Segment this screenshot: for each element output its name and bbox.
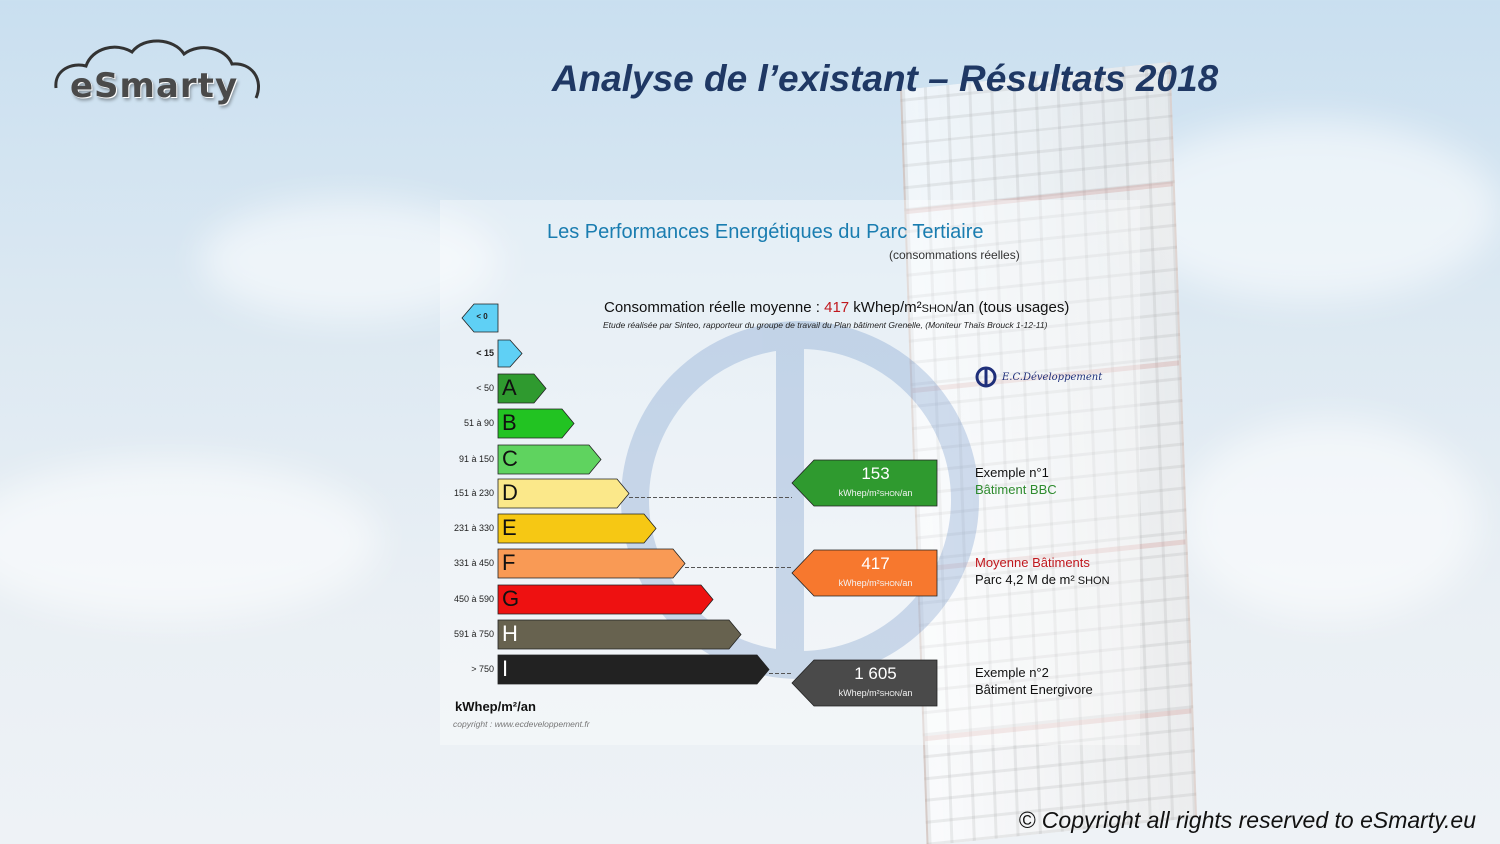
energy-class-range: 331 à 450 xyxy=(453,557,494,568)
marker-description: Exemple n°1 Bâtiment BBC xyxy=(975,465,1057,497)
marker-unit: kWhep/m²SHON/an xyxy=(838,578,913,588)
consumption-marker xyxy=(791,459,938,507)
energy-class-letter: E xyxy=(502,515,517,540)
diagram-credit: copyright : www.ecdeveloppement.fr xyxy=(453,719,590,729)
energy-class-range: 231 à 330 xyxy=(453,522,494,533)
axis-unit-label: kWhep/m²/an xyxy=(455,699,536,714)
diagram-title: Les Performances Energétiques du Parc Te… xyxy=(547,221,984,243)
consumption-marker xyxy=(791,549,938,597)
energy-class-letter: B xyxy=(502,410,517,435)
marker-value: 417 xyxy=(861,554,890,573)
energy-class-range: < 0 xyxy=(476,312,488,321)
marker-description: Moyenne Bâtiments Parc 4,2 M de m² SHON xyxy=(975,555,1110,587)
page-title: Analyse de l’existant – Résultats 2018 xyxy=(551,58,1219,99)
energy-class-letter: F xyxy=(502,550,516,575)
energy-class-bar-B xyxy=(497,408,575,439)
energy-class-letter: H xyxy=(502,621,518,646)
energy-class-bar-pos1 xyxy=(497,339,523,368)
study-note: Etude réalisée par Sinteo, rapporteur du… xyxy=(603,320,1048,330)
energy-class-range: < 50 xyxy=(476,382,494,393)
energy-class-bar-D xyxy=(497,478,630,509)
energy-class-range: 450 à 590 xyxy=(453,593,494,604)
footer-copyright: © Copyright all rights reserved to eSmar… xyxy=(1018,807,1476,833)
cloud-decoration xyxy=(1180,420,1480,620)
energy-class-letter: C xyxy=(502,446,518,471)
energy-class-letter: A xyxy=(502,375,517,400)
cloud-icon xyxy=(54,39,260,99)
energy-class-bar-pos0 xyxy=(461,303,499,333)
marker-value: 1 605 xyxy=(854,664,897,683)
marker-unit: kWhep/m²SHON/an xyxy=(838,488,913,498)
energy-class-range: 91 à 150 xyxy=(458,453,494,464)
energy-class-range: 591 à 750 xyxy=(453,628,494,639)
consumption-unit-sub: SHON xyxy=(921,303,954,315)
consumption-marker xyxy=(791,659,938,707)
energy-class-bar-G xyxy=(497,584,714,615)
energy-class-bar-A xyxy=(497,373,547,404)
energy-class-range: > 750 xyxy=(471,663,494,674)
consumption-value: 417 xyxy=(824,299,850,316)
energy-class-bar-F xyxy=(497,548,686,579)
energy-class-bar-C xyxy=(497,444,602,475)
ecd-brand-mark: E.C.Développement xyxy=(975,366,1102,388)
marker-description: Exemple n°2 Bâtiment Energivore xyxy=(975,665,1093,697)
energy-class-range: 151 à 230 xyxy=(453,487,494,498)
cloud-decoration xyxy=(1120,120,1500,300)
energy-class-range: < 15 xyxy=(476,347,494,358)
energy-class-range: 51 à 90 xyxy=(463,417,494,428)
consumption-suffix: /an (tous usages) xyxy=(953,299,1070,316)
average-consumption: Consommation réelle moyenne : 417 kWhep/… xyxy=(604,299,1069,316)
cloud-decoration xyxy=(200,200,500,320)
cloud-decoration xyxy=(0,460,380,620)
marker-value: 153 xyxy=(861,464,890,483)
marker-unit: kWhep/m²SHON/an xyxy=(838,688,913,698)
esmarty-logo: eSmarty xyxy=(50,36,265,116)
energy-class-letter: I xyxy=(502,656,509,681)
energy-class-letter: D xyxy=(502,480,518,505)
diagram-subtitle: (consommations réelles) xyxy=(889,248,1020,262)
energy-class-bar-H xyxy=(497,619,742,650)
ecd-logo-icon xyxy=(975,366,997,388)
ecd-brand-text: E.C.Développement xyxy=(1002,371,1103,383)
consumption-unit: kWhep/m² xyxy=(849,299,922,316)
energy-class-bar-E xyxy=(497,513,657,544)
ecd-watermark xyxy=(621,321,979,679)
energy-class-letter: G xyxy=(502,586,520,611)
consumption-prefix: Consommation réelle moyenne : xyxy=(604,299,825,316)
logo-text: eSmarty xyxy=(70,66,239,106)
energy-class-bar-I xyxy=(497,654,770,685)
